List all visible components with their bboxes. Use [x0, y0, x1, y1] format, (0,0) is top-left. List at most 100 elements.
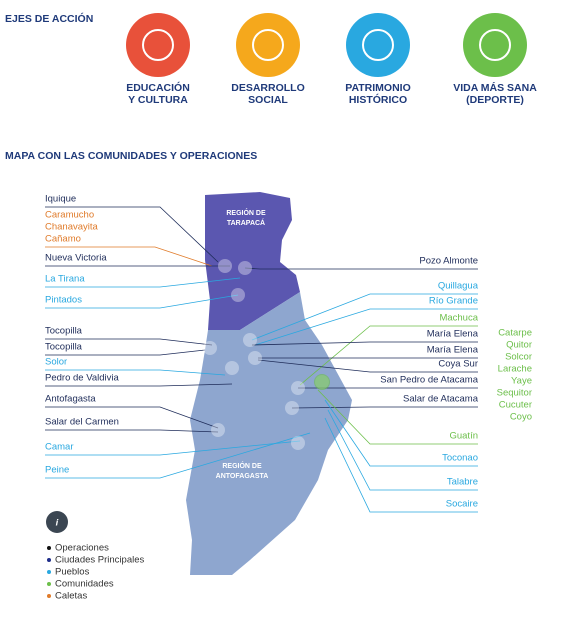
legend-label: Ciudades Principales	[55, 555, 144, 566]
legend-label: Operaciones	[55, 543, 109, 554]
map-point	[211, 423, 225, 437]
axis-label: (DEPORTE)	[466, 94, 524, 106]
map-point	[231, 288, 245, 302]
map-point	[203, 341, 217, 355]
left-label: Salar del Carmen	[45, 417, 119, 428]
right-label: Talabre	[447, 477, 478, 488]
left-label: Nueva Victoria	[45, 253, 107, 264]
axis-icon	[463, 13, 527, 77]
right-label: Río Grande	[429, 296, 478, 307]
community-label: Quitor	[506, 340, 532, 351]
map-point	[291, 381, 305, 395]
left-label: Caramucho	[45, 210, 94, 221]
header-title: EJES DE ACCIÓN	[5, 12, 93, 25]
legend-label: Caletas	[55, 591, 87, 602]
leader-line	[251, 293, 478, 341]
map-point	[285, 401, 299, 415]
map	[186, 192, 352, 575]
info-icon-text: i	[56, 518, 59, 529]
leader-line	[45, 383, 233, 387]
right-label: Machuca	[439, 313, 478, 324]
leader-line	[45, 349, 206, 356]
axis-label: VIDA MÁS SANA	[453, 81, 537, 94]
map-point	[218, 259, 232, 273]
leader-line	[251, 341, 478, 346]
info-icon	[46, 511, 68, 533]
community-label: Cucuter	[499, 400, 532, 411]
leader-line	[244, 267, 478, 270]
map-point	[243, 333, 257, 347]
map-point	[238, 261, 252, 275]
region-label: TARAPACÁ	[227, 218, 265, 227]
axis-icon-ring	[479, 29, 511, 61]
axis-icon	[236, 13, 300, 77]
region-label: ANTOFAGASTA	[216, 473, 269, 480]
community-point	[314, 374, 330, 390]
legend-label: Pueblos	[55, 567, 90, 578]
right-label: Guatín	[449, 431, 478, 442]
right-label: Coya Sur	[438, 359, 478, 370]
region-tarapaca	[205, 192, 300, 330]
axis-icon-ring	[142, 29, 174, 61]
leader-line	[45, 432, 311, 479]
map-point	[225, 361, 239, 375]
map-title: MAPA CON LAS COMUNIDADES Y OPERACIONES	[5, 150, 257, 162]
axis-icon	[126, 13, 190, 77]
leader-line	[45, 294, 239, 309]
left-label: Pedro de Valdivia	[45, 373, 119, 384]
axis-label: Y CULTURA	[128, 94, 188, 106]
left-label: La Tirana	[45, 274, 85, 285]
right-label: Pozo Almonte	[419, 256, 478, 267]
legend-label: Comunidades	[55, 579, 114, 590]
region-antofagasta	[186, 292, 352, 575]
community-label: Coyo	[510, 412, 532, 423]
left-label: Camar	[45, 442, 74, 453]
leader-line	[45, 369, 226, 376]
leader-line	[45, 277, 241, 288]
map-point	[291, 436, 305, 450]
axis-label: PATRIMONIO	[345, 82, 411, 94]
leader-line	[324, 417, 478, 513]
leader-line	[291, 406, 478, 409]
legend-dot	[47, 546, 51, 550]
leader-line	[45, 440, 301, 456]
map-point	[248, 351, 262, 365]
left-label: Tocopilla	[45, 326, 83, 337]
axis-icon-ring	[252, 29, 284, 61]
community-label: Larache	[498, 364, 532, 375]
legend-dot	[47, 570, 51, 574]
axis-label: SOCIAL	[248, 94, 288, 106]
right-label: Toconao	[442, 453, 478, 464]
region-label: REGIÓN DE	[226, 208, 266, 217]
right-label: Socaire	[446, 499, 478, 510]
leader-line	[45, 246, 213, 267]
axis-label: EDUCACIÓN	[126, 81, 190, 94]
leader-line	[324, 399, 478, 467]
leader-line	[327, 409, 478, 491]
left-label: Chanavayita	[45, 222, 99, 233]
right-label: María Elena	[427, 329, 479, 340]
region-label: REGIÓN DE	[222, 461, 262, 470]
leader-line	[299, 325, 478, 386]
left-label: Pintados	[45, 295, 82, 306]
leader-line	[257, 359, 478, 373]
leader-line	[45, 206, 219, 263]
axis-icon	[346, 13, 410, 77]
legend-dot	[47, 582, 51, 586]
community-label: Catarpe	[498, 328, 532, 339]
left-label: Iquique	[45, 194, 76, 205]
community-label: Sequitor	[497, 388, 532, 399]
right-label: San Pedro de Atacama	[380, 375, 478, 386]
community-label: Yaye	[511, 376, 532, 387]
leader-line	[45, 406, 219, 429]
right-label: Quillagua	[438, 281, 479, 292]
left-label: Solor	[45, 357, 67, 368]
left-label: Tocopilla	[45, 342, 83, 353]
left-label: Antofagasta	[45, 394, 96, 405]
leader-line	[317, 389, 478, 445]
legend-dot	[47, 558, 51, 562]
leader-line	[45, 338, 213, 346]
right-label: María Elena	[427, 345, 479, 356]
community-label: Solcor	[505, 352, 532, 363]
